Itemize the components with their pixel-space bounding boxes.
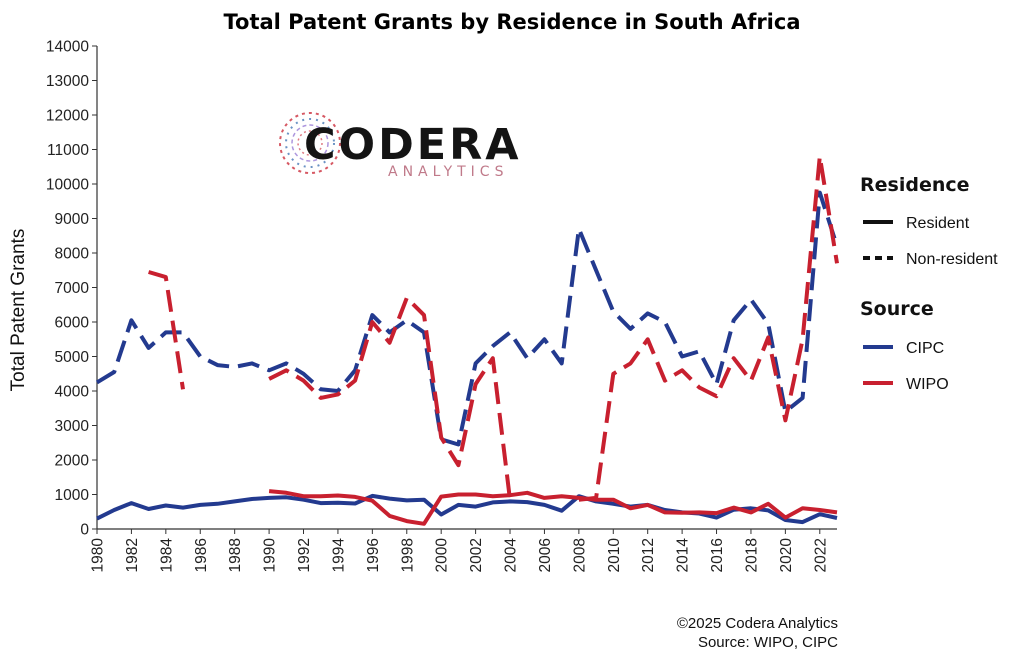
x-tick-label: 2022	[812, 538, 829, 572]
x-tick-label: 2018	[743, 538, 760, 572]
legend-nonresident-label: Non-resident	[906, 251, 998, 268]
x-tick-label: 2016	[709, 538, 726, 572]
logo-name: CODERA	[304, 120, 522, 170]
y-tick-label: 1000	[55, 487, 90, 504]
x-tick-label: 1984	[158, 538, 175, 573]
legend-cipc-label: CIPC	[906, 340, 944, 357]
x-tick-label: 2014	[675, 538, 692, 573]
chart-title: Total Patent Grants by Residence in Sout…	[223, 10, 800, 34]
x-tick-label: 2000	[434, 538, 451, 573]
x-tick-label: 2006	[537, 538, 554, 572]
x-tick-label: 1992	[296, 538, 313, 572]
footer-source: Source: WIPO, CIPC	[698, 634, 838, 651]
x-tick-label: 2002	[468, 538, 485, 572]
legend-source-title: Source	[860, 298, 934, 320]
x-tick-label: 2008	[571, 538, 588, 572]
x-axis: 1980 1982 1984 1986 1988 1990 1992 1994 1996 1998…	[90, 528, 837, 573]
legend-resident-label: Resident	[906, 215, 970, 232]
legend: Residence Resident Non-resident Source C…	[860, 174, 998, 393]
y-axis-label: Total Patent Grants	[8, 229, 29, 392]
series-line-wipo_resident	[268, 489, 838, 526]
y-tick-label: 5000	[55, 349, 90, 366]
y-tick-label: 3000	[55, 418, 90, 435]
logo-mark-icon	[279, 112, 341, 174]
y-tick-label: 7000	[55, 280, 90, 297]
y-tick-label: 0	[80, 522, 89, 539]
x-tick-label: 1988	[227, 538, 244, 572]
legend-wipo-label: WIPO	[906, 376, 949, 393]
y-tick-label: 4000	[55, 384, 90, 401]
footer-copyright: ©2025 Codera Analytics	[677, 615, 838, 632]
series-lines	[95, 154, 839, 526]
x-tick-label: 1982	[124, 538, 141, 572]
y-tick-label: 14000	[46, 39, 89, 56]
x-tick-label: 2020	[778, 538, 795, 573]
series-line-wipo_nonresident-segment-1	[268, 295, 512, 500]
y-tick-label: 9000	[55, 211, 90, 228]
logo-subtitle: ANALYTICS	[388, 164, 508, 180]
x-tick-label: 2012	[640, 538, 657, 572]
x-tick-label: 1996	[365, 538, 382, 572]
series-line-cipc_resident	[96, 493, 838, 525]
y-tick-label: 13000	[46, 73, 89, 90]
series-line-wipo_nonresident-segment-0	[148, 270, 185, 390]
y-tick-label: 2000	[55, 453, 90, 470]
series-line-cipc_nonresident	[95, 190, 839, 447]
x-tick-label: 1990	[262, 538, 279, 573]
y-tick-label: 12000	[46, 108, 89, 125]
legend-residence-title: Residence	[860, 174, 970, 196]
x-tick-label: 2004	[503, 538, 520, 573]
x-tick-label: 1998	[399, 538, 416, 572]
y-axis: 0 1000 2000 3000 4000 5000 6000 7000 8000 9000 100…	[46, 39, 98, 539]
y-tick-label: 8000	[55, 246, 90, 263]
x-tick-label: 2010	[606, 538, 623, 573]
plot-area: 0 1000 2000 3000 4000 5000 6000 7000 8000 9000 100…	[46, 39, 839, 573]
y-tick-label: 11000	[47, 142, 89, 159]
x-tick-label: 1980	[90, 538, 107, 573]
codera-logo: CODERA ANALYTICS	[279, 112, 522, 180]
y-tick-label: 10000	[46, 177, 89, 194]
series-line-wipo_nonresident-segment-2	[578, 154, 839, 502]
y-tick-label: 6000	[55, 315, 90, 332]
x-tick-label: 1986	[193, 538, 210, 572]
x-tick-label: 1994	[330, 538, 347, 573]
